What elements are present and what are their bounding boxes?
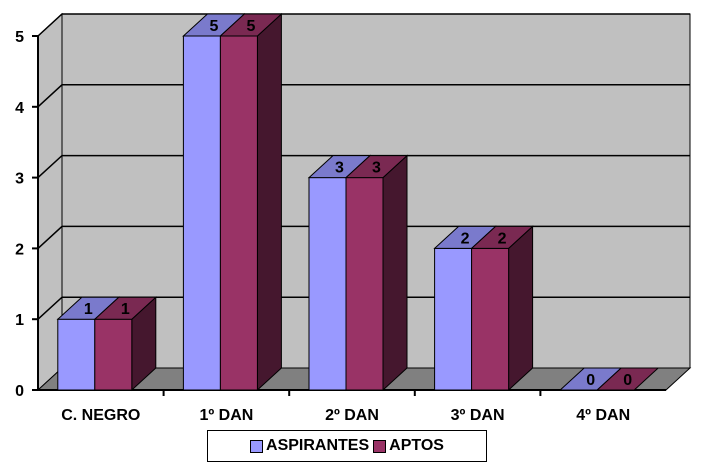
legend-label-aptos: APTOS (389, 437, 444, 454)
x-tick-label: 3º DAN (451, 407, 505, 424)
bar-top (344, 155, 409, 179)
bar-side (382, 154, 408, 392)
bar-side (256, 12, 282, 392)
bar (57, 318, 96, 391)
data-label: 3 (372, 160, 381, 177)
legend-item-aspirantes: ASPIRANTES (250, 437, 369, 455)
gridline (37, 13, 690, 37)
bar-top (219, 13, 283, 37)
data-label: 1 (121, 301, 130, 318)
gridline (37, 154, 690, 179)
gridline (37, 84, 690, 108)
bar (182, 35, 221, 391)
x-tick-label: C. NEGRO (61, 407, 140, 424)
y-tick-label: 2 (15, 241, 24, 258)
bar-top (93, 296, 158, 320)
bar (345, 177, 384, 391)
bar (471, 247, 510, 391)
y-tick-label: 1 (15, 312, 24, 329)
x-tick-label: 4º DAN (576, 407, 630, 424)
data-label: 0 (623, 372, 632, 389)
data-label: 3 (335, 160, 344, 177)
y-tick-label: 0 (15, 383, 24, 400)
bar-side (508, 225, 534, 392)
legend-item-aptos: APTOS (373, 437, 444, 455)
y-tick-label: 3 (15, 171, 24, 188)
data-label: 0 (586, 372, 595, 389)
bar (219, 35, 258, 391)
bar-top (470, 225, 534, 249)
x-tick-label: 1º DAN (199, 407, 253, 424)
legend: ASPIRANTES APTOS (207, 430, 487, 462)
bar (434, 247, 473, 391)
y-tick-label: 4 (15, 100, 24, 117)
legend-label-aspirantes: ASPIRANTES (266, 437, 370, 454)
legend-swatch-aspirantes (250, 439, 264, 453)
y-tick-label: 5 (15, 29, 24, 46)
data-label: 2 (498, 230, 507, 247)
data-label: 5 (209, 18, 218, 35)
tick-labels: 0 1 2 3 4 5 C. NEGRO 1º DAN 2º DAN 3º DAN 4º DAN (15, 29, 630, 424)
bar-top (595, 367, 660, 391)
bar (94, 318, 133, 391)
legend-swatch-aptos (373, 439, 387, 453)
data-label: 1 (84, 301, 93, 318)
data-labels: 1 1 5 5 3 3 2 2 0 0 (84, 18, 632, 389)
bars (56, 12, 660, 392)
data-label: 2 (461, 230, 470, 247)
x-tick-label: 2º DAN (325, 407, 379, 424)
data-label: 5 (246, 18, 255, 35)
bar (308, 177, 347, 391)
